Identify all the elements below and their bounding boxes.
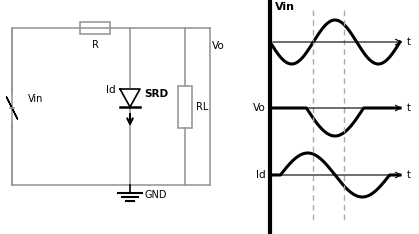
Text: RL: RL xyxy=(196,102,208,111)
Text: t: t xyxy=(407,103,411,113)
Text: Vo: Vo xyxy=(212,41,225,51)
Text: Id: Id xyxy=(106,85,116,95)
Text: t: t xyxy=(407,37,411,47)
Text: R: R xyxy=(92,40,98,50)
Text: Id: Id xyxy=(256,170,266,180)
Polygon shape xyxy=(120,89,140,107)
Text: Vo: Vo xyxy=(253,103,266,113)
Text: Vin: Vin xyxy=(28,94,44,104)
Bar xyxy=(178,85,192,128)
Text: t: t xyxy=(407,170,411,180)
Text: GND: GND xyxy=(144,190,166,200)
Bar xyxy=(80,22,110,34)
Text: Vin: Vin xyxy=(275,2,295,12)
Text: SRD: SRD xyxy=(144,89,168,99)
